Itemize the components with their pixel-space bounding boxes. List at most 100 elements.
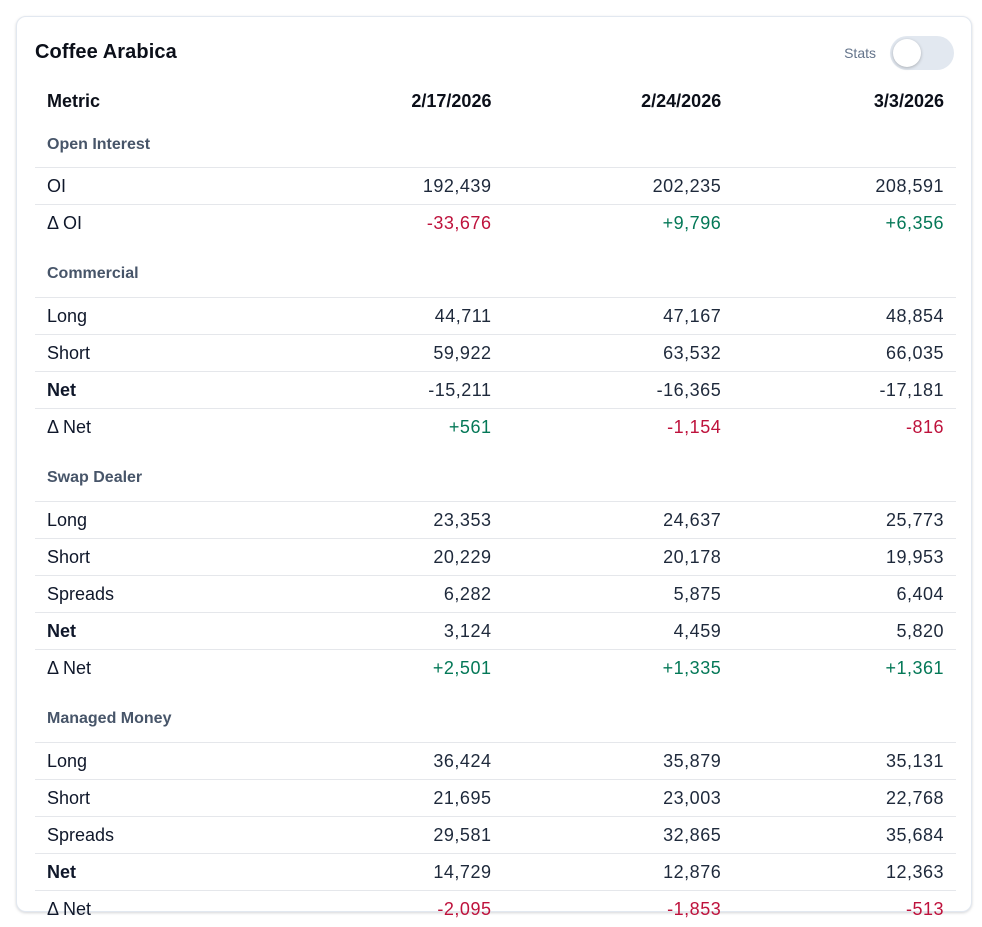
value-cell: -816	[733, 409, 956, 446]
value-cell: -513	[733, 891, 956, 927]
value-cell: 5,875	[503, 576, 733, 613]
value-cell: 35,879	[503, 743, 733, 780]
metric-label: Δ Net	[35, 409, 219, 446]
section-header-row: Swap Dealer	[35, 445, 956, 502]
value-cell: 36,424	[219, 743, 504, 780]
metric-label: Spreads	[35, 817, 219, 854]
value-cell: 192,439	[219, 168, 504, 205]
value-cell: +1,335	[503, 650, 733, 687]
value-cell: 23,003	[503, 780, 733, 817]
section-header-row: Open Interest	[35, 121, 956, 168]
value-cell: 22,768	[733, 780, 956, 817]
section-title: Managed Money	[35, 686, 956, 743]
metric-label: Long	[35, 502, 219, 539]
value-cell: 6,404	[733, 576, 956, 613]
toggle-knob	[893, 39, 921, 67]
value-cell: -33,676	[219, 205, 504, 242]
value-cell: 35,131	[733, 743, 956, 780]
metric-label: Net	[35, 854, 219, 891]
header-date-2: 2/24/2026	[503, 81, 733, 121]
section-title: Open Interest	[35, 121, 956, 168]
value-cell: 63,532	[503, 335, 733, 372]
value-cell: 20,229	[219, 539, 504, 576]
value-cell: +9,796	[503, 205, 733, 242]
section-title: Commercial	[35, 241, 956, 298]
section-header-row: Commercial	[35, 241, 956, 298]
value-cell: 48,854	[733, 298, 956, 335]
section-header-row: Managed Money	[35, 686, 956, 743]
value-cell: 35,684	[733, 817, 956, 854]
stats-label: Stats	[844, 45, 876, 61]
value-cell: +561	[219, 409, 504, 446]
header-date-3: 3/3/2026	[733, 81, 956, 121]
metric-label: Δ OI	[35, 205, 219, 242]
card-title: Coffee Arabica	[35, 41, 177, 64]
value-cell: +1,361	[733, 650, 956, 687]
metric-label: Δ Net	[35, 891, 219, 927]
metric-label: Short	[35, 335, 219, 372]
metric-label: Short	[35, 780, 219, 817]
stats-toggle[interactable]	[890, 36, 954, 70]
table-row: Δ OI-33,676+9,796+6,356	[35, 205, 956, 242]
header-date-1: 2/17/2026	[219, 81, 504, 121]
value-cell: 59,922	[219, 335, 504, 372]
value-cell: 21,695	[219, 780, 504, 817]
value-cell: -1,154	[503, 409, 733, 446]
value-cell: -16,365	[503, 372, 733, 409]
metric-label: Long	[35, 298, 219, 335]
value-cell: 20,178	[503, 539, 733, 576]
metric-label: OI	[35, 168, 219, 205]
header-row: Metric 2/17/2026 2/24/2026 3/3/2026	[35, 81, 956, 121]
value-cell: 32,865	[503, 817, 733, 854]
value-cell: 5,820	[733, 613, 956, 650]
value-cell: -17,181	[733, 372, 956, 409]
header-metric: Metric	[35, 81, 219, 121]
metric-label: Short	[35, 539, 219, 576]
section-title: Swap Dealer	[35, 445, 956, 502]
value-cell: 202,235	[503, 168, 733, 205]
metric-label: Net	[35, 372, 219, 409]
value-cell: 23,353	[219, 502, 504, 539]
value-cell: 4,459	[503, 613, 733, 650]
metric-label: Long	[35, 743, 219, 780]
value-cell: +2,501	[219, 650, 504, 687]
metric-label: Δ Net	[35, 650, 219, 687]
value-cell: 14,729	[219, 854, 504, 891]
value-cell: 19,953	[733, 539, 956, 576]
stats-control: Stats	[844, 36, 954, 70]
value-cell: 66,035	[733, 335, 956, 372]
value-cell: 6,282	[219, 576, 504, 613]
value-cell: -2,095	[219, 891, 504, 927]
value-cell: 29,581	[219, 817, 504, 854]
table-row: Δ Net+561-1,154-816	[35, 409, 956, 446]
value-cell: 3,124	[219, 613, 504, 650]
value-cell: -15,211	[219, 372, 504, 409]
value-cell: 208,591	[733, 168, 956, 205]
metric-label: Net	[35, 613, 219, 650]
table-row: Δ Net-2,095-1,853-513	[35, 891, 956, 927]
cot-table: Metric 2/17/2026 2/24/2026 3/3/2026 Open…	[35, 81, 956, 927]
metric-label: Spreads	[35, 576, 219, 613]
value-cell: +6,356	[733, 205, 956, 242]
value-cell: -1,853	[503, 891, 733, 927]
value-cell: 12,363	[733, 854, 956, 891]
cot-card: Coffee Arabica Stats Metric 2/17/2026 2/…	[16, 16, 972, 912]
value-cell: 44,711	[219, 298, 504, 335]
table-row: Net-15,211-16,365-17,181	[35, 372, 956, 409]
value-cell: 25,773	[733, 502, 956, 539]
value-cell: 47,167	[503, 298, 733, 335]
value-cell: 12,876	[503, 854, 733, 891]
value-cell: 24,637	[503, 502, 733, 539]
